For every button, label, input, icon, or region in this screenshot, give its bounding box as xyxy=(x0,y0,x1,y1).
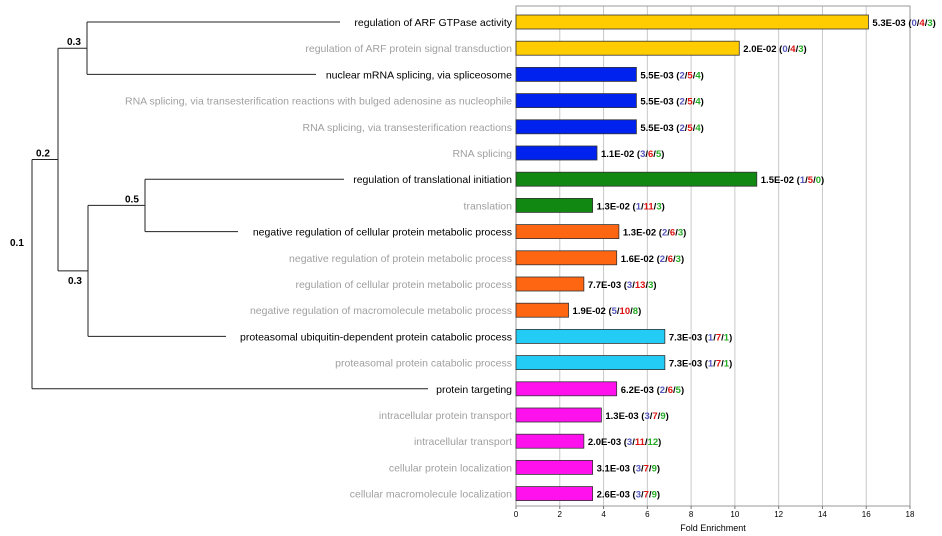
term-label-18: cellular macromolecule localization xyxy=(350,489,512,501)
pvalue-label-0: 5.3E-03 (0/4/3) xyxy=(872,18,935,29)
pvalue-label-17: 3.1E-03 (3/7/9) xyxy=(597,463,660,474)
x-tick-label-9: 18 xyxy=(906,510,915,519)
pvalue-label-8: 1.3E-02 (2/6/3) xyxy=(623,228,686,239)
term-label-16: intracellular transport xyxy=(414,436,512,448)
bar-5 xyxy=(515,145,598,161)
term-label-14: protein targeting xyxy=(436,384,512,396)
pvalue-label-15: 1.3E-03 (3/7/9) xyxy=(605,411,668,422)
bar-6 xyxy=(515,171,758,187)
pvalue-label-14: 6.2E-03 (2/6/5) xyxy=(621,385,684,396)
term-label-4: RNA splicing, via transesterification re… xyxy=(302,122,512,134)
pvalue-labels: 5.3E-03 (0/4/3) 2.0E-02 (0/4/3) 5.5E-03 (2… xyxy=(573,18,936,501)
pvalue-label-5: 1.1E-02 (3/6/5) xyxy=(601,149,664,160)
pvalue-label-9: 1.6E-02 (2/6/3) xyxy=(621,254,684,265)
pvalue-label-11: 1.9E-02 (5/10/8) xyxy=(573,306,642,317)
x-tick-label-6: 12 xyxy=(774,510,783,519)
bar-10 xyxy=(515,276,585,292)
bar-9 xyxy=(515,250,618,266)
bar-18 xyxy=(515,486,594,502)
bar-13 xyxy=(515,355,666,371)
bar-12 xyxy=(515,328,666,344)
distance-label-4: 0.1 xyxy=(10,238,24,249)
term-labels: regulation of ARF GTPase activity regulat… xyxy=(125,17,513,501)
bar-7 xyxy=(515,197,594,213)
term-label-0: regulation of ARF GTPase activity xyxy=(354,17,512,29)
pvalue-label-2: 5.5E-03 (2/5/4) xyxy=(640,70,703,81)
pvalue-label-6: 1.5E-02 (1/5/0) xyxy=(761,175,824,186)
term-label-13: proteasomal protein catabolic process xyxy=(335,358,512,370)
pvalue-label-12: 7.3E-03 (1/7/1) xyxy=(669,332,732,343)
bar-11 xyxy=(515,302,569,318)
x-tick-label-5: 10 xyxy=(730,510,739,519)
bar-15 xyxy=(515,407,602,423)
bar-14 xyxy=(515,381,618,397)
bar-4 xyxy=(515,119,637,135)
term-label-9: negative regulation of protein metabolic… xyxy=(289,253,512,265)
bar-1 xyxy=(515,40,740,56)
term-label-12: proteasomal ubiquitin-dependent protein … xyxy=(240,331,512,343)
term-label-7: translation xyxy=(464,200,513,212)
x-axis-ticks: 0 2 4 6 8 10 12 14 16 18 xyxy=(514,506,915,519)
x-tick-label-8: 16 xyxy=(862,510,871,519)
term-label-17: cellular protein localization xyxy=(389,462,512,474)
dendrogram: 0.3 0.2 0.5 0.3 0.1 xyxy=(10,21,428,390)
distance-label-1: 0.2 xyxy=(36,149,50,160)
bar-0 xyxy=(515,14,869,30)
pvalue-label-3: 5.5E-03 (2/5/4) xyxy=(640,97,703,108)
bar-2 xyxy=(515,67,637,82)
bars xyxy=(515,14,869,502)
term-label-5: RNA splicing xyxy=(452,148,512,160)
term-label-11: negative regulation of macromolecule met… xyxy=(250,305,512,317)
pvalue-label-7: 1.3E-02 (1/11/3) xyxy=(597,201,665,212)
term-label-8: negative regulation of cellular protein … xyxy=(253,227,512,239)
pvalue-label-10: 7.7E-03 (3/13/3) xyxy=(588,280,657,291)
term-label-6: regulation of translational initiation xyxy=(353,174,512,186)
term-label-15: intracellular protein transport xyxy=(379,410,512,422)
pvalue-label-13: 7.3E-03 (1/7/1) xyxy=(669,359,732,370)
x-tick-label-3: 6 xyxy=(645,510,650,519)
x-tick-label-7: 14 xyxy=(818,510,827,519)
x-tick-label-4: 8 xyxy=(689,510,694,519)
term-label-3: RNA splicing, via transesterification re… xyxy=(125,96,512,108)
x-tick-label-2: 4 xyxy=(601,510,606,519)
x-tick-label-0: 0 xyxy=(514,510,519,519)
pvalue-label-4: 5.5E-03 (2/5/4) xyxy=(640,123,703,134)
distance-label-3: 0.3 xyxy=(68,276,82,287)
x-axis-title: Fold Enrichment xyxy=(680,523,746,533)
x-tick-label-1: 2 xyxy=(558,510,563,519)
pvalue-label-16: 2.0E-03 (3/11/12) xyxy=(588,437,661,448)
pvalue-label-1: 2.0E-02 (0/4/3) xyxy=(743,44,806,55)
bar-3 xyxy=(515,93,637,108)
bar-8 xyxy=(515,224,620,240)
bar-17 xyxy=(515,459,594,475)
distance-label-2: 0.5 xyxy=(125,194,139,205)
term-label-10: regulation of cellular protein metabolic… xyxy=(295,279,512,291)
pvalue-label-18: 2.6E-03 (3/7/9) xyxy=(597,490,660,501)
bar-16 xyxy=(515,433,585,449)
term-label-1: regulation of ARF protein signal transdu… xyxy=(305,43,512,55)
term-label-2: nuclear mRNA splicing, via spliceosome xyxy=(326,69,512,81)
distance-label-0: 0.3 xyxy=(67,37,81,48)
